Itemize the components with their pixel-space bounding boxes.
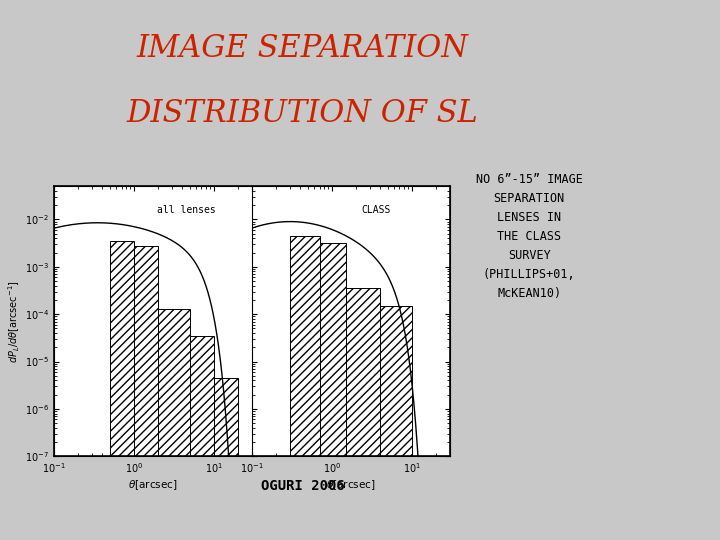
Text: OGURI 2006: OGURI 2006 xyxy=(261,479,344,493)
Bar xyxy=(134,246,158,504)
Text: all lenses: all lenses xyxy=(157,205,216,215)
Bar xyxy=(190,336,214,504)
Text: DISTRIBUTION OF SL: DISTRIBUTION OF SL xyxy=(127,98,478,129)
Text: CLASS: CLASS xyxy=(361,205,390,215)
Bar xyxy=(320,243,346,504)
X-axis label: $\theta[\mathrm{arcsec}]$: $\theta[\mathrm{arcsec}]$ xyxy=(128,478,178,491)
Bar xyxy=(158,309,190,504)
Y-axis label: $dP_L/d\theta[\mathrm{arcsec}^{-1}]$: $dP_L/d\theta[\mathrm{arcsec}^{-1}]$ xyxy=(6,280,22,363)
Bar xyxy=(380,306,412,504)
Text: NO 6”-15” IMAGE
SEPARATION
LENSES IN
THE CLASS
SURVEY
(PHILLIPS+01,
McKEAN10): NO 6”-15” IMAGE SEPARATION LENSES IN THE… xyxy=(476,173,582,300)
X-axis label: $\theta[\mathrm{arcsec}]$: $\theta[\mathrm{arcsec}]$ xyxy=(326,478,376,491)
Bar xyxy=(346,288,380,504)
Text: IMAGE SEPARATION: IMAGE SEPARATION xyxy=(136,33,469,64)
Bar xyxy=(214,378,238,504)
Bar xyxy=(290,236,320,504)
Bar xyxy=(110,241,134,504)
